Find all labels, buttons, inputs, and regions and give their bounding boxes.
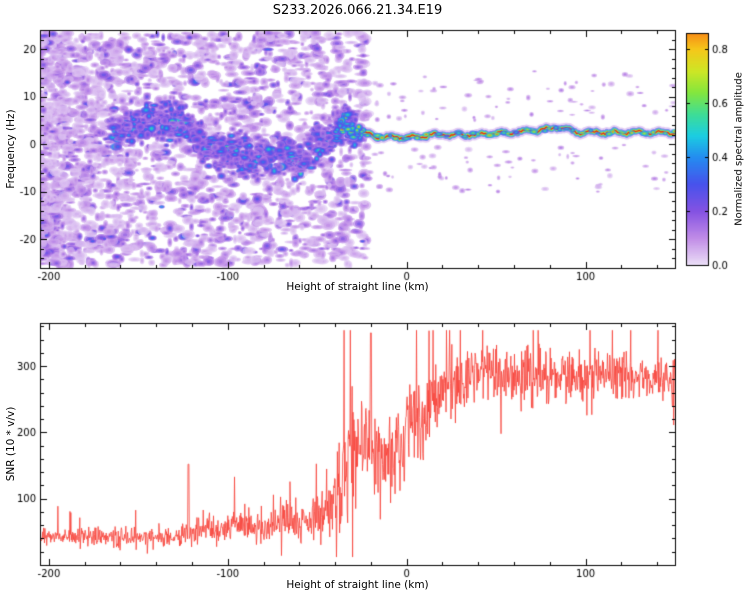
spectrogram-xlabel: Height of straight line (km) (286, 281, 429, 293)
colorbar-label: Normalized spectral amplitude (733, 72, 745, 226)
spectrogram-ylabel: Frequency (Hz) (5, 109, 17, 189)
snr-xlabel: Height of straight line (km) (286, 579, 429, 591)
figure-title: S233.2026.066.21.34.E19 (272, 3, 443, 18)
snr-panel-canvas (0, 310, 750, 600)
snr-ylabel: SNR (10 * v/v) (5, 406, 17, 482)
spectrogram-panel-canvas (0, 0, 750, 310)
